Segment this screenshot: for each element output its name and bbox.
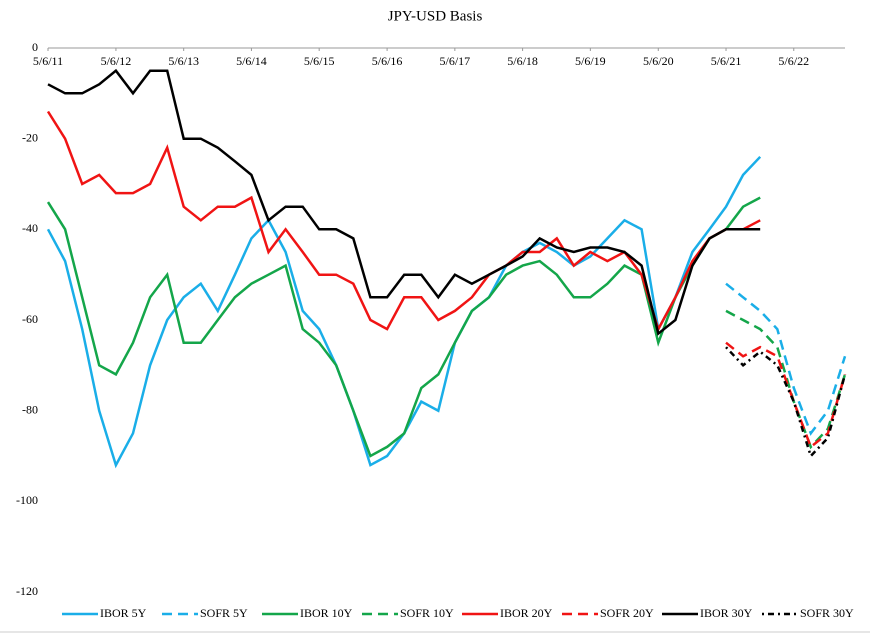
- series-line: [47, 68, 761, 336]
- series-line: [725, 282, 847, 436]
- series-line: [725, 341, 847, 449]
- series-line: [725, 309, 847, 450]
- series-line: [46, 110, 761, 333]
- chart-title: JPY-USD Basis: [388, 8, 483, 24]
- y-tick-label: 0: [32, 40, 38, 54]
- y-tick-label: -120: [16, 584, 38, 598]
- x-tick-label: 5/6/22: [778, 54, 809, 68]
- legend-label: IBOR 10Y: [300, 606, 353, 620]
- legend-label: SOFR 5Y: [200, 606, 248, 620]
- legend-label: IBOR 30Y: [700, 606, 753, 620]
- y-tick-label: -60: [22, 312, 38, 326]
- x-tick-label: 5/6/17: [440, 54, 471, 68]
- y-tick-label: -20: [22, 130, 38, 144]
- x-tick-label: 5/6/19: [575, 54, 606, 68]
- x-tick-label: 5/6/18: [507, 54, 538, 68]
- x-tick-label: 5/6/21: [711, 54, 742, 68]
- y-tick-label: -100: [16, 493, 38, 507]
- x-tick-label: 5/6/14: [236, 54, 267, 68]
- series-line: [725, 346, 847, 459]
- series-line: [46, 196, 761, 458]
- legend-label: SOFR 10Y: [400, 606, 454, 620]
- x-tick-label: 5/6/15: [304, 54, 335, 68]
- y-tick-label: -40: [22, 221, 38, 235]
- x-tick-label: 5/6/11: [33, 54, 63, 68]
- y-tick-label: -80: [22, 402, 38, 416]
- legend-label: IBOR 20Y: [500, 606, 553, 620]
- legend-label: SOFR 30Y: [800, 606, 854, 620]
- legend-label: SOFR 20Y: [600, 606, 654, 620]
- legend-label: IBOR 5Y: [100, 606, 147, 620]
- x-tick-label: 5/6/13: [168, 54, 199, 68]
- x-tick-label: 5/6/20: [643, 54, 674, 68]
- x-tick-label: 5/6/12: [101, 54, 132, 68]
- x-tick-label: 5/6/16: [372, 54, 403, 68]
